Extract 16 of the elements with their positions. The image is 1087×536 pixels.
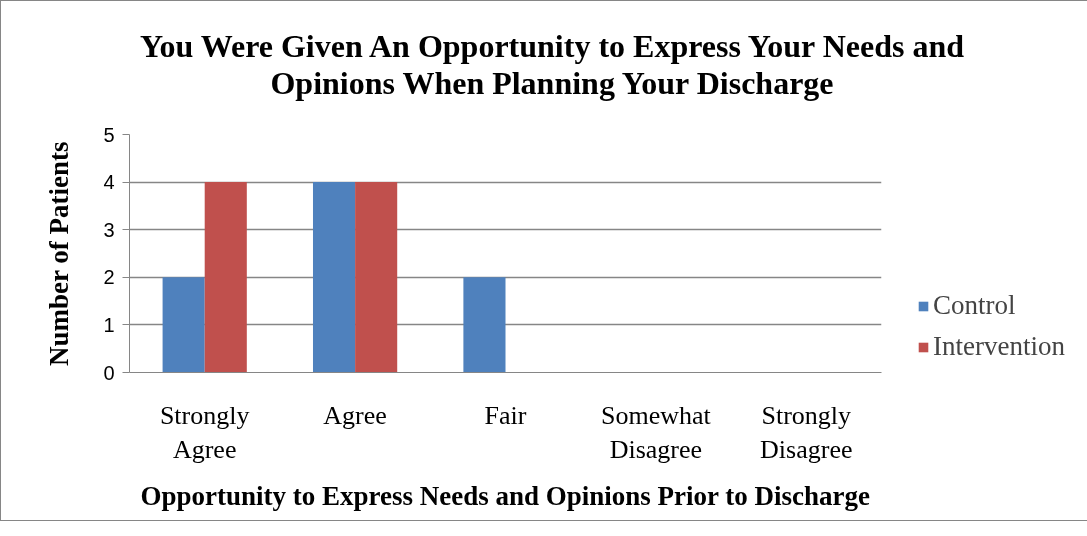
x-tick-label: Strongly Agree bbox=[159, 400, 250, 465]
x-tick-label: Agree bbox=[323, 400, 387, 430]
legend-label: Intervention bbox=[933, 331, 1065, 362]
x-tick-label: Fair bbox=[484, 400, 527, 430]
y-tick-label: 5 bbox=[103, 123, 115, 146]
y-tick-label: 1 bbox=[103, 313, 115, 336]
y-tick-label: 2 bbox=[103, 266, 115, 289]
x-tick-label: Strongly Disagree bbox=[760, 400, 853, 465]
x-axis-title: Opportunity to Express Needs and Opinions Prior to Discharge bbox=[140, 481, 871, 512]
y-tick-label: 3 bbox=[103, 218, 115, 241]
x-tick-label: Somewhat Disagree bbox=[601, 400, 712, 465]
legend-label: Control bbox=[933, 290, 1016, 321]
y-tick-label: 4 bbox=[103, 171, 115, 194]
y-axis-title: Number of Patients bbox=[44, 141, 75, 366]
chart-title: You Were Given An Opportunity to Express Your Needs and Opinions When Planning Your Discharge bbox=[138, 27, 966, 102]
y-tick-label: 0 bbox=[103, 361, 115, 384]
